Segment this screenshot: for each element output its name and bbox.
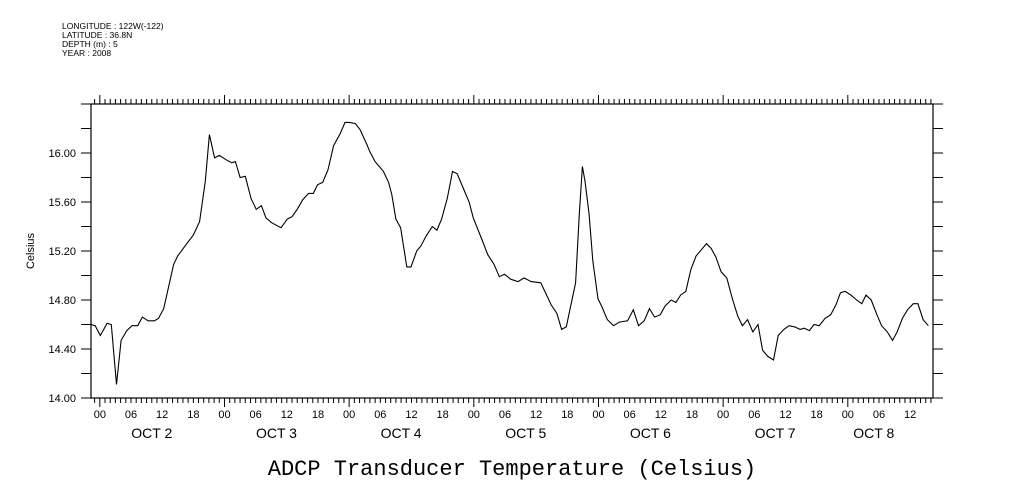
x-hour-label: 12 [405,409,417,421]
x-hour-label: 18 [187,409,199,421]
x-hour-label: 06 [499,409,511,421]
metadata-longitude: LONGITUDE : 122W(-122) [62,21,164,31]
x-hour-label: 18 [561,409,573,421]
y-tick-label: 15.60 [48,197,76,209]
x-hour-label: 06 [250,409,262,421]
metadata-latitude: LATITUDE : 36.8N [62,30,133,40]
y-tick-label: 14.00 [48,393,76,405]
y-tick-label: 14.40 [48,344,76,356]
x-hour-label: 18 [437,409,449,421]
x-hour-label: 12 [655,409,667,421]
x-hour-label: 00 [218,409,230,421]
temperature-series-line [90,121,929,385]
x-hour-label: 06 [748,409,760,421]
y-tick-label: 14.80 [48,295,76,307]
metadata-block: LONGITUDE : 122W(-122) LATITUDE : 36.8N … [62,22,164,58]
metadata-year: YEAR : 2008 [62,48,112,58]
x-hour-label: 18 [312,409,324,421]
chart-title: ADCP Transducer Temperature (Celsius) [268,457,756,482]
x-day-label: OCT 4 [381,425,422,441]
y-tick-label: 15.20 [48,246,76,258]
x-day-label: OCT 5 [505,425,546,441]
x-hour-label: 00 [842,409,854,421]
x-hour-label: 06 [374,409,386,421]
x-hour-label: 06 [125,409,137,421]
x-hour-label: 00 [94,409,106,421]
tick-labels: 00 06 12 18 00 06 12 18 00 06 12 18 00 06 12 18 00 06 12 18… [48,148,916,441]
y-tick-label: 16.00 [48,148,76,160]
metadata-depth: DEPTH (m) : 5 [62,39,118,49]
x-hour-label: 12 [530,409,542,421]
x-hour-label: 00 [592,409,604,421]
axis-ticks [81,95,943,407]
plot-frame [90,103,934,399]
x-day-label: OCT 6 [630,425,671,441]
x-hour-label: 12 [904,409,916,421]
x-day-label: OCT 8 [853,425,894,441]
x-hour-label: 12 [156,409,168,421]
x-day-label: OCT 3 [256,425,297,441]
x-hour-label: 12 [779,409,791,421]
x-hour-label: 18 [686,409,698,421]
x-hour-label: 06 [624,409,636,421]
y-axis-label: Celsius [25,232,37,269]
x-hour-label: 12 [281,409,293,421]
x-hour-label: 00 [343,409,355,421]
x-day-label: OCT 2 [131,425,172,441]
x-hour-label: 06 [873,409,885,421]
x-hour-label: 00 [717,409,729,421]
x-day-label: OCT 7 [755,425,796,441]
x-hour-label: 18 [811,409,823,421]
x-hour-label: 00 [468,409,480,421]
